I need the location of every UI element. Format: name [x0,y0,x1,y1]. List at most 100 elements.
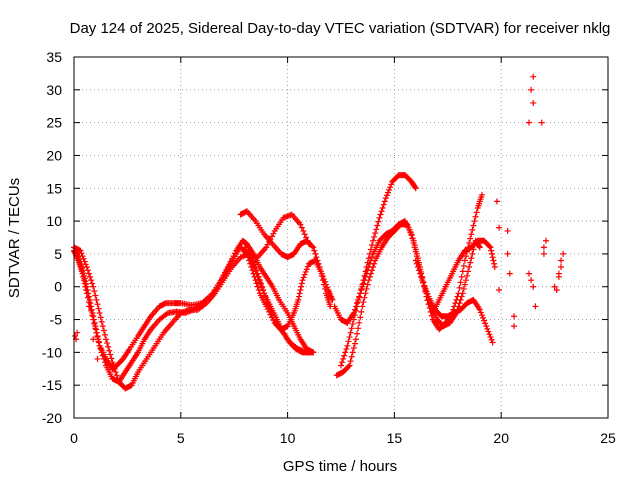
data-point [85,303,92,310]
data-point [360,280,367,287]
data-point [411,244,418,251]
data-point [111,365,118,372]
data-point [459,268,466,275]
data-point [80,273,87,280]
x-tick-label: 0 [70,430,78,446]
data-point [310,244,317,251]
data-point [350,316,357,323]
data-point [486,331,493,338]
data-point [84,267,91,274]
data-point [364,267,371,274]
data-point [297,287,304,294]
data-point [109,359,116,366]
data-point [255,276,262,283]
data-point [359,283,366,290]
data-point [329,296,336,303]
data-point [83,290,90,297]
data-point [295,296,302,303]
data-point [341,352,348,359]
data-point [540,244,547,251]
data-point [346,334,353,341]
data-point [480,314,487,321]
data-point [374,222,381,229]
data-point [414,264,421,271]
data-point [354,330,361,337]
data-point [82,283,89,290]
data-point [467,235,474,242]
data-point [488,336,495,343]
data-point [553,287,560,294]
data-point [112,369,119,376]
data-point [471,218,478,225]
data-point [100,327,107,334]
data-point [459,290,466,297]
data-point [538,119,545,126]
data-point [304,263,311,270]
data-point [90,336,97,343]
data-point [93,329,100,336]
data-point [351,340,358,347]
data-point [476,306,483,313]
data-point [254,273,261,280]
y-tick-label: -15 [42,377,62,393]
data-point [383,192,390,199]
data-point [473,209,480,216]
data-point [496,224,503,231]
data-point [300,227,307,234]
data-point [79,253,86,260]
data-point [413,253,420,260]
data-point [386,186,393,193]
data-point [530,99,537,106]
data-point [506,270,513,277]
y-tick-label: 35 [46,49,62,65]
data-point [313,254,320,261]
x-tick-labels: 0 5 10 15 20 25 [70,430,616,446]
data-point [355,325,362,332]
data-point [560,250,567,257]
data-point [88,306,95,313]
data-point [74,329,81,336]
data-point [467,259,474,266]
data-point [339,359,346,366]
data-point [352,307,359,314]
data-point [348,325,355,332]
data-point [409,235,416,242]
data-point [558,264,565,271]
data-point [525,119,532,126]
data-point [417,270,424,277]
data-point [347,358,354,365]
data-point [491,264,498,271]
data-point [92,325,99,332]
grid-lines [74,57,608,418]
data-point [96,342,103,349]
data-point [96,309,103,316]
data-point [340,355,347,362]
data-point [420,279,427,286]
data-point [256,279,263,286]
data-point [248,257,255,264]
data-point [91,320,98,327]
data-point [464,272,471,279]
data-point [295,293,302,300]
data-point [470,222,477,229]
data-point [381,198,388,205]
y-tick-label: -20 [42,410,62,426]
y-tick-label: -10 [42,344,62,360]
data-point [493,198,500,205]
data-point [320,276,327,283]
data-point [456,300,463,307]
data-point [466,264,473,271]
data-point [528,86,535,93]
data-point [253,271,260,278]
data-point [387,184,394,191]
y-tick-label: 30 [46,82,62,98]
data-point [257,282,264,289]
data-point [104,340,111,347]
data-point [360,299,367,306]
data-point [489,254,496,261]
data-point [419,277,426,284]
data-point [345,363,352,370]
data-point [378,208,385,215]
